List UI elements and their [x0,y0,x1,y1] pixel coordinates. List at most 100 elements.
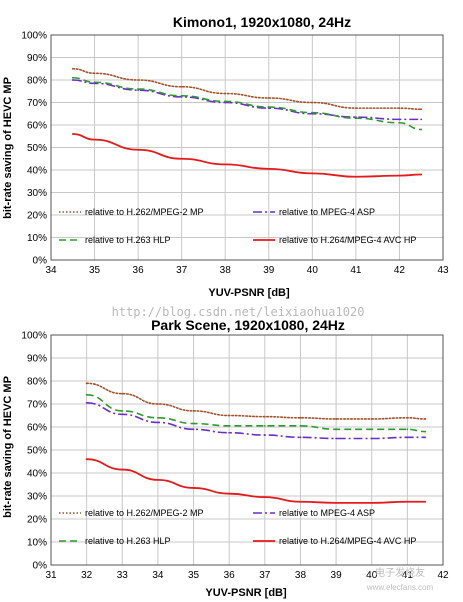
data-point [424,500,427,503]
data-point [299,416,302,419]
x-tick-label: 43 [437,265,449,276]
y-axis-label: bit-rate saving of HEVC MP [2,376,14,518]
data-point [354,117,357,120]
data-point [121,468,124,471]
data-point [224,163,227,166]
data-point [85,393,88,396]
y-tick-label: 80% [27,377,47,388]
data-point [420,108,423,111]
data-point [311,172,314,175]
data-point [424,430,427,433]
data-point [71,67,74,70]
data-point [180,157,183,160]
data-point [85,382,88,385]
data-point [157,479,159,481]
y-tick-label: 70% [27,98,47,109]
data-point [93,138,96,141]
data-point [137,79,140,81]
data-point [180,94,183,97]
chart-kimono1: Kimono1, 1920x1080, 24Hz YUV-PSNR [dB] b… [2,14,449,299]
x-tick-label: 42 [394,265,406,276]
data-point [398,121,401,124]
x-tick-label: 37 [259,570,271,581]
data-point [398,174,401,177]
y-tick-label: 70% [27,400,47,411]
legend-label: relative to H.262/MPEG-2 MP [85,508,204,518]
data-point [157,421,159,424]
data-point [157,416,159,419]
y-tick-label: 10% [27,233,47,244]
data-point [71,79,74,81]
data-point [299,500,302,503]
plot-frame [50,34,444,261]
data-point [424,436,427,439]
legend-label: relative to MPEG-4 ASP [279,508,375,518]
data-point [267,167,270,170]
data-point [267,97,270,99]
data-point [263,434,266,436]
data-point [85,458,88,461]
series-line [86,394,426,433]
y-axis-label: bit-rate saving of HEVC MP [2,77,14,219]
data-point [71,76,74,79]
series-line [72,79,422,121]
y-tick-label: 60% [27,423,47,434]
data-point [121,392,124,395]
data-point [263,415,266,418]
y-tick-label: 10% [27,538,47,549]
plot-frame [50,334,444,566]
data-point [263,424,266,427]
data-point [93,72,96,75]
watermark-url: http://blog.csdn.net/leixiaohua1020 [112,305,365,319]
data-point [354,175,357,178]
data-point [299,436,302,439]
series-line [72,133,422,178]
x-tick-label: 31 [45,570,57,581]
x-tick-label: 35 [89,265,101,276]
data-point [370,502,373,504]
data-point [311,101,314,104]
data-point [157,403,159,405]
data-point [180,85,183,88]
x-tick-label: 34 [152,570,164,581]
data-point [224,92,227,95]
x-tick-label: 36 [224,570,236,581]
x-tick-label: 37 [176,265,188,276]
data-point [335,428,337,431]
data-point [192,410,195,412]
data-point [406,500,409,503]
data-point [137,148,140,151]
y-tick-label: 60% [27,121,47,132]
y-tick-label: 100% [21,31,47,42]
data-point [85,401,88,404]
y-tick-label: 0% [33,561,48,572]
data-point [71,133,74,135]
data-point [311,111,314,114]
x-tick-label: 39 [331,570,343,581]
y-tick-label: 20% [27,515,47,526]
legend: relative to H.262/MPEG-2 MP relative to M… [59,207,416,245]
x-tick-label: 38 [295,570,307,581]
chart-title: Kimono1, 1920x1080, 24Hz [173,14,351,30]
data-point [370,418,373,420]
x-tick-label: 34 [45,265,57,276]
chart-title: Park Scene, 1920x1080, 24Hz [151,317,345,333]
data-point [228,414,231,417]
watermark-logo: 电子发烧友 www.elecfans.com [366,566,434,592]
y-tick-label: 90% [27,354,47,365]
y-tick-label: 50% [27,446,47,457]
data-point [192,422,195,425]
y-tick-label: 30% [27,188,47,199]
data-point [406,436,409,439]
x-tick-label: 38 [220,265,232,276]
data-point [121,410,124,412]
x-tick-label: 35 [188,570,200,581]
data-point [420,173,423,176]
y-tick-label: 20% [27,211,47,222]
x-tick-label: 39 [263,265,275,276]
data-point [335,437,337,440]
data-point [420,118,423,121]
x-axis-label: YUV-PSNR [dB] [205,587,287,599]
legend-label: relative to H.264/MPEG-4 AVC HP [279,536,416,546]
